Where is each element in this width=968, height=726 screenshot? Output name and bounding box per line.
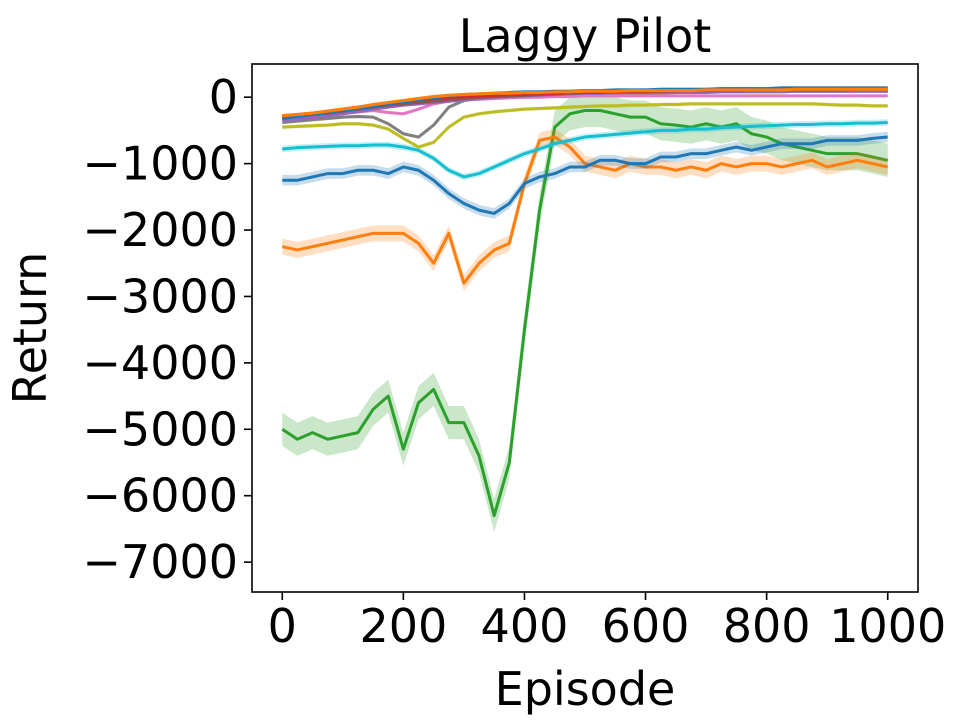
chart-title: Laggy Pilot [459, 9, 712, 63]
y-tick-label: −5000 [82, 402, 238, 456]
x-tick-label: 600 [602, 599, 690, 653]
x-tick-label: 0 [268, 599, 297, 653]
y-tick-label: −4000 [82, 336, 238, 390]
y-tick-label: −1000 [82, 137, 238, 191]
y-tick-label: −2000 [82, 203, 238, 257]
plot-area [281, 86, 889, 533]
series-12-line [282, 87, 888, 118]
series-4-line [282, 120, 888, 179]
series-1-band [282, 93, 888, 533]
y-tick-label: −6000 [82, 469, 238, 523]
series-3-line [282, 135, 888, 215]
y-tick-label: −3000 [82, 269, 238, 323]
x-tick-label: 400 [481, 599, 569, 653]
y-axis-label: Return [3, 252, 57, 405]
series-2-band [282, 129, 888, 292]
series-7-line [282, 94, 888, 119]
y-tick-label: 0 [209, 70, 238, 124]
y-axis: 0 −1000 −2000 −3000 −4000 −5000 −6000 −7000 [82, 70, 252, 589]
series-2-line [281, 135, 889, 285]
series-5-line [282, 102, 888, 149]
x-axis-label: Episode [495, 662, 676, 716]
x-tick-label: 1000 [829, 599, 946, 653]
x-axis: 0 200 400 600 800 1000 [268, 592, 946, 653]
y-tick-label: −7000 [82, 535, 238, 589]
x-tick-label: 800 [723, 599, 811, 653]
x-tick-label: 200 [359, 599, 447, 653]
axes-frame [251, 63, 919, 593]
